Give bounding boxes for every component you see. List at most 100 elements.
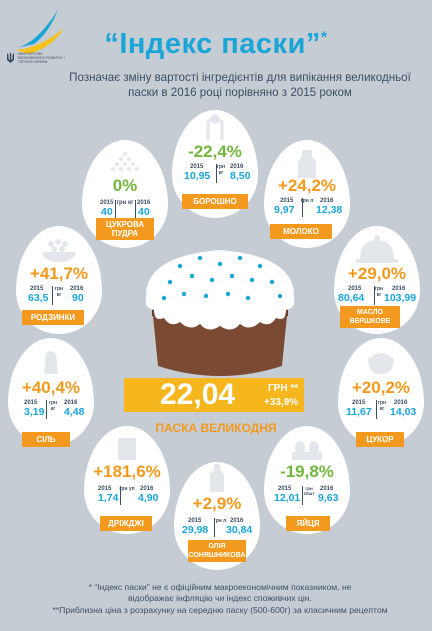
year-2015-label: 2015 [348, 286, 362, 292]
price-2015: 12,01 [274, 492, 301, 504]
year-2015-label: 2015 [24, 400, 38, 406]
ministry-logo [16, 10, 64, 54]
change-value: +24,2% [277, 176, 337, 195]
divider [120, 486, 121, 505]
egg-tray-icon [292, 441, 322, 460]
year-2015-label: 2015 [100, 200, 114, 206]
sugar-powder-icon [111, 152, 139, 171]
cake-price: 22,04 [160, 378, 236, 411]
price-pair: 2015 грн кг 2016 3,19 4,48 [8, 400, 94, 422]
yeast-pack-icon [118, 438, 136, 460]
price-2015: 11,67 [346, 406, 372, 418]
sugar-bowl-icon [368, 353, 394, 374]
year-2015-label: 2015 [280, 198, 294, 204]
year-2016-label: 2016 [320, 198, 334, 204]
flour-icon [206, 114, 224, 140]
unit-label: грн 10шт [303, 486, 315, 496]
ministry-name: Міністерство економічного розвитку і тор… [18, 52, 65, 64]
unit-label: грн кг [116, 200, 134, 206]
label-eggs: ЯЙЦЯ [286, 516, 330, 531]
change-value: +40,4% [21, 378, 81, 397]
year-2015-label: 2015 [30, 286, 44, 292]
divider [216, 164, 217, 183]
price-2016: 12,38 [316, 204, 343, 216]
divider [46, 400, 47, 419]
price-2015: 3,19 [24, 406, 45, 418]
year-2015-label: 2015 [352, 400, 366, 406]
cake-price-change: +33,9% [264, 397, 299, 408]
price-pair: 2015 грн л 2016 29,98 30,84 [174, 518, 260, 540]
year-2015-label: 2015 [188, 518, 202, 524]
change-value: +20,2% [351, 378, 411, 397]
label-yeast: ДРІЖДЖІ [100, 516, 152, 531]
page-title: “Індекс паски”* [104, 28, 328, 60]
trident-icon [7, 52, 14, 63]
price-2016: 30,84 [226, 524, 253, 536]
unit-label: грн кг [48, 400, 58, 412]
unit-label: грн кг [377, 400, 387, 412]
year-2016-label: 2016 [394, 400, 408, 406]
divider [302, 198, 303, 217]
year-2016-label: 2016 [230, 518, 244, 524]
raisins-bowl-icon [42, 239, 76, 262]
page-subtitle: Позначає зміну вартості інгредієнтів для… [69, 71, 411, 99]
footnote-price: **Приблизна ціна з розрахунку на середню… [52, 605, 388, 615]
cake-price-banner [124, 378, 304, 412]
butter-dish-icon [356, 235, 398, 263]
year-2016-label: 2016 [137, 200, 151, 206]
label-flour: БОРОШНО [182, 194, 248, 209]
unit-label: грн л [300, 198, 314, 204]
divider [52, 286, 53, 305]
year-2016-label: 2016 [140, 486, 154, 492]
egg-sugar: +20,2% 2015 грн кг 2016 11,67 14,03 [338, 338, 424, 446]
divider [376, 400, 377, 419]
egg-salt: +40,4% 2015 грн кг 2016 3,19 4,48 [8, 338, 94, 446]
price-2015: 10,95 [184, 170, 211, 182]
price-2015: 63,5 [28, 292, 49, 304]
change-value: 0% [112, 176, 138, 195]
change-value: +41,7% [29, 264, 89, 283]
price-pair: 2015 грн кг 2016 40 40 [82, 200, 168, 222]
price-2015: 1,74 [98, 492, 119, 504]
footnote-index: * “Індекс паски” не є офіційним макроеко… [88, 582, 352, 603]
price-pair: 2015 грн кг 2016 80,64 103,99 [334, 286, 420, 308]
change-value: +29,0% [347, 264, 407, 283]
year-2016-label: 2016 [320, 486, 334, 492]
year-2016-label: 2016 [392, 286, 406, 292]
price-pair: 2015 грн кг 2016 10,95 8,50 [172, 164, 258, 186]
milk-bottle-icon [298, 150, 316, 178]
price-2016: 14,03 [390, 406, 417, 418]
year-2016-label: 2016 [64, 400, 78, 406]
divider [135, 200, 136, 219]
price-pair: 2015 грн л 2016 9,97 12,38 [264, 198, 350, 220]
price-2015: 80,64 [338, 292, 365, 304]
price-pair: 2015 грн уп 2016 1,74 4,90 [84, 486, 170, 508]
year-2015-label: 2015 [278, 486, 292, 492]
easter-cake-illustration [145, 250, 295, 376]
label-sugar: ЦУКОР [356, 432, 404, 447]
price-pair: 2015 грн 10шт 2016 12,01 9,63 [264, 486, 350, 508]
divider [214, 518, 215, 537]
price-2016: 90 [72, 292, 84, 304]
salt-shaker-icon [44, 351, 58, 374]
price-2015: 40 [101, 206, 113, 218]
label-milk: МОЛОКО [270, 224, 332, 239]
change-value: -22,4% [188, 142, 242, 161]
unit-label: грн уп [119, 486, 135, 492]
unit-label: грн кг [216, 164, 226, 176]
unit-label: грн л [213, 518, 227, 524]
oil-bottle-icon [210, 464, 224, 492]
price-2016: 4,90 [138, 492, 159, 504]
change-value: +2,9% [192, 494, 242, 513]
label-butter: МАСЛО ВЕРШКОВЕ [340, 306, 400, 328]
unit-label: грн кг [374, 286, 384, 298]
cake-price-unit: ГРН ** [268, 383, 299, 394]
divider [302, 486, 303, 505]
year-2015-label: 2015 [190, 164, 204, 170]
cake-name: ПАСКА ВЕЛИКОДНЯ [155, 421, 277, 435]
price-2016: 103,99 [384, 292, 417, 304]
label-sugar-powder: ЦУКРОВА ПУДРА [96, 218, 154, 240]
price-2016: 40 [138, 206, 150, 218]
change-value: -19,8% [280, 462, 334, 481]
